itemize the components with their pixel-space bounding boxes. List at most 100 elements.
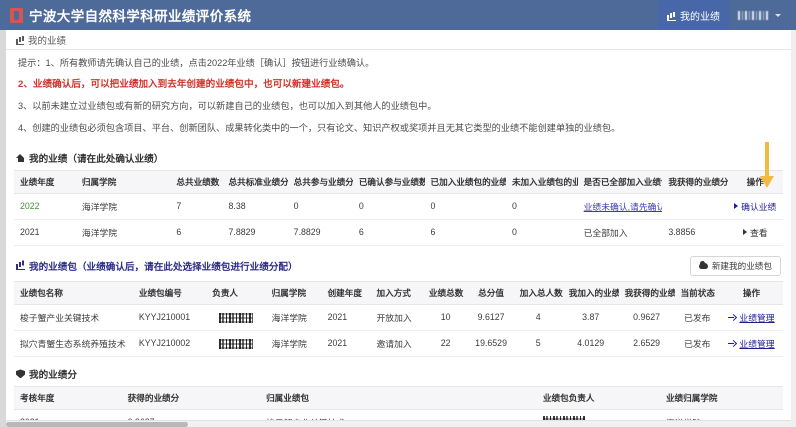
- cell-my-score: 2.6529: [618, 330, 675, 357]
- new-package-label: 新建我的业绩包: [711, 260, 772, 271]
- package-manage-label: 业绩管理: [739, 312, 775, 323]
- brand: 宁波大学自然科学科研业绩评价系统: [10, 5, 658, 25]
- cell-total-score: 19.6529: [468, 330, 514, 357]
- cell-year: 2021: [14, 219, 76, 246]
- score-table: 考核年度 获得的业绩分 归属业绩包 业绩包负责人 业绩归属学院 2021 0.9…: [14, 385, 783, 420]
- owner-name-redacted: [218, 338, 253, 349]
- cell-people-count: 5: [513, 330, 563, 357]
- cell-total-count: 22: [422, 330, 469, 357]
- col-total-count: 总共业绩数: [170, 169, 223, 194]
- col-my-score: 我获得的业绩分: [662, 169, 728, 194]
- package-table-header-row: 业绩包名称 业绩包编号 负责人 归属学院 创建年度 加入方式 业绩总数 总分值 …: [14, 280, 783, 305]
- cell-join-type: 开放加入: [370, 304, 423, 331]
- cell-create-year: 2021: [321, 304, 371, 331]
- section-my-scores-title: 我的业绩分: [29, 369, 77, 381]
- cell-not-joined-count: 0: [505, 193, 578, 220]
- top-header-bar: 宁波大学自然科学科研业绩评价系统 我的业绩: [0, 0, 796, 30]
- cell-college: 海洋学院: [265, 304, 322, 331]
- nav-item-user-menu[interactable]: [729, 0, 790, 30]
- nav-item-my-performance-label: 我的业绩: [680, 11, 720, 23]
- cell-college: 海洋学院: [75, 219, 171, 246]
- shield-icon: [16, 369, 25, 379]
- package-manage-button[interactable]: 业绩管理: [728, 311, 775, 324]
- cell-all-joined-status: 已全部加入: [577, 219, 663, 246]
- package-manage-label: 业绩管理: [739, 338, 775, 349]
- cell-joined-score: 4.0129: [562, 330, 619, 357]
- breadcrumb: 我的业绩: [6, 30, 791, 50]
- col-total-count: 业绩总数: [422, 280, 469, 305]
- horizontal-scrollbar[interactable]: [6, 420, 791, 427]
- cell-action[interactable]: 业绩管理: [720, 304, 783, 331]
- table-row: 2021 海洋学院 6 7.8829 7.8829 6 6 0 已全部加入 3.…: [14, 219, 783, 246]
- col-total-participate-score: 总共参与业绩分: [287, 169, 353, 194]
- section-my-performance-head: 我的业绩（请在此处确认业绩）: [14, 147, 783, 170]
- performance-table: 业绩年度 归属学院 总共业绩数 总共标准业绩分 总共参与业绩分 已确认参与业绩数…: [14, 169, 783, 246]
- cell-total-standard-score: 8.38: [222, 193, 288, 220]
- notice-line-1: 提示：1、所有教师请先确认自己的业绩，点击2022年业绩［确认］按钮进行业绩确认…: [18, 58, 375, 68]
- cell-confirm-first-link[interactable]: 业绩未确认,请先确认: [577, 193, 663, 220]
- section-my-packages-head: 我的业绩包（业绩确认后，请在此处选择业绩包进行业绩分配） 新建我的业绩包: [14, 252, 783, 281]
- notice-line-2: 2、业绩确认后，可以把业绩加入到去年创建的业绩包中，也可以新建业绩包。: [18, 79, 350, 91]
- notice-block: 提示：1、所有教师请先确认自己的业绩，点击2022年业绩［确认］按钮进行业绩确认…: [6, 50, 791, 147]
- cell-my-score: 0.9627: [618, 304, 675, 331]
- cell-total-count: 7: [170, 193, 223, 220]
- col-total-score: 总分值: [468, 280, 514, 305]
- cell-year: 2022: [14, 193, 76, 220]
- page-content: 我的业绩 提示：1、所有教师请先确认自己的业绩，点击2022年业绩［确认］按钮进…: [6, 30, 791, 420]
- table-row: 2021 0.9627 梭子蟹产业关键技术 海洋学院: [14, 409, 783, 420]
- cell-join-type: 邀请加入: [370, 330, 423, 357]
- section-my-performance: 我的业绩（请在此处确认业绩） 业绩年度 归属学院 总共业绩数 总共标准业绩分 总…: [14, 147, 783, 246]
- cell-create-year: 2021: [321, 330, 371, 357]
- col-college: 归属学院: [75, 169, 171, 194]
- cell-college: 海洋学院: [75, 193, 171, 220]
- username-redacted: [738, 10, 768, 20]
- section-my-scores-title-wrap: 我的业绩分: [16, 367, 77, 381]
- nav-item-my-performance[interactable]: 我的业绩: [658, 0, 729, 30]
- col-obtained-score: 获得的业绩分: [121, 385, 261, 410]
- cell-total-count: 10: [422, 304, 469, 331]
- cell-joined-count: 0: [424, 193, 506, 220]
- section-my-packages-title-wrap: 我的业绩包（业绩确认后，请在此处选择业绩包进行业绩分配）: [16, 259, 298, 273]
- cell-total-score: 9.6127: [468, 304, 514, 331]
- cell-package-code: KYYJ210001: [132, 304, 207, 331]
- arrow-right-icon: [728, 314, 736, 321]
- home-icon: [16, 153, 25, 162]
- horizontal-scrollbar-thumb[interactable]: [6, 422, 188, 427]
- col-my-score: 我获得的业绩分: [618, 280, 675, 305]
- chevron-down-icon: [775, 13, 781, 17]
- cell-joined-score: 3.87: [562, 304, 619, 331]
- score-table-header-row: 考核年度 获得的业绩分 归属业绩包 业绩包负责人 业绩归属学院: [14, 385, 783, 410]
- section-my-performance-title-wrap: 我的业绩（请在此处确认业绩）: [16, 151, 163, 165]
- col-not-joined-count: 未加入业绩包的业绩数: [505, 169, 578, 194]
- cloud-icon: [698, 260, 708, 269]
- cell-action[interactable]: 确认业绩: [727, 193, 783, 220]
- cell-package-code: KYYJ210002: [132, 330, 207, 357]
- view-performance-button[interactable]: 查看: [742, 226, 768, 239]
- col-action: 操作: [720, 280, 783, 305]
- col-college: 归属学院: [265, 280, 322, 305]
- cell-total-count: 6: [170, 219, 223, 246]
- cell-confirmed-count: 0: [352, 193, 425, 220]
- cell-confirmed-count: 6: [352, 219, 425, 246]
- cell-package-name: 拟穴青蟹生态系统养殖技术: [14, 330, 133, 357]
- chevron-right-icon: [734, 203, 739, 210]
- cell-assess-year: 2021: [14, 409, 122, 420]
- cell-total-participate-score: 0: [287, 193, 353, 220]
- cell-my-score: 3.8856: [662, 219, 728, 246]
- col-package-code: 业绩包编号: [132, 280, 207, 305]
- cell-my-score: [662, 193, 728, 220]
- cell-action[interactable]: 查看: [727, 219, 783, 246]
- chart-icon: [16, 36, 24, 45]
- cell-owner: [206, 330, 266, 357]
- col-package-owner: 业绩包负责人: [536, 385, 660, 410]
- cell-college: 海洋学院: [265, 330, 322, 357]
- new-package-button[interactable]: 新建我的业绩包: [689, 255, 781, 276]
- cell-action[interactable]: 业绩管理: [720, 330, 783, 357]
- cell-package-college: 海洋学院: [659, 409, 783, 420]
- owner-name-redacted: [542, 416, 585, 420]
- confirm-performance-button[interactable]: 确认业绩: [734, 200, 776, 213]
- section-my-scores-head: 我的业绩分: [14, 363, 783, 386]
- package-manage-button[interactable]: 业绩管理: [728, 337, 775, 350]
- col-action: 操作: [727, 169, 783, 194]
